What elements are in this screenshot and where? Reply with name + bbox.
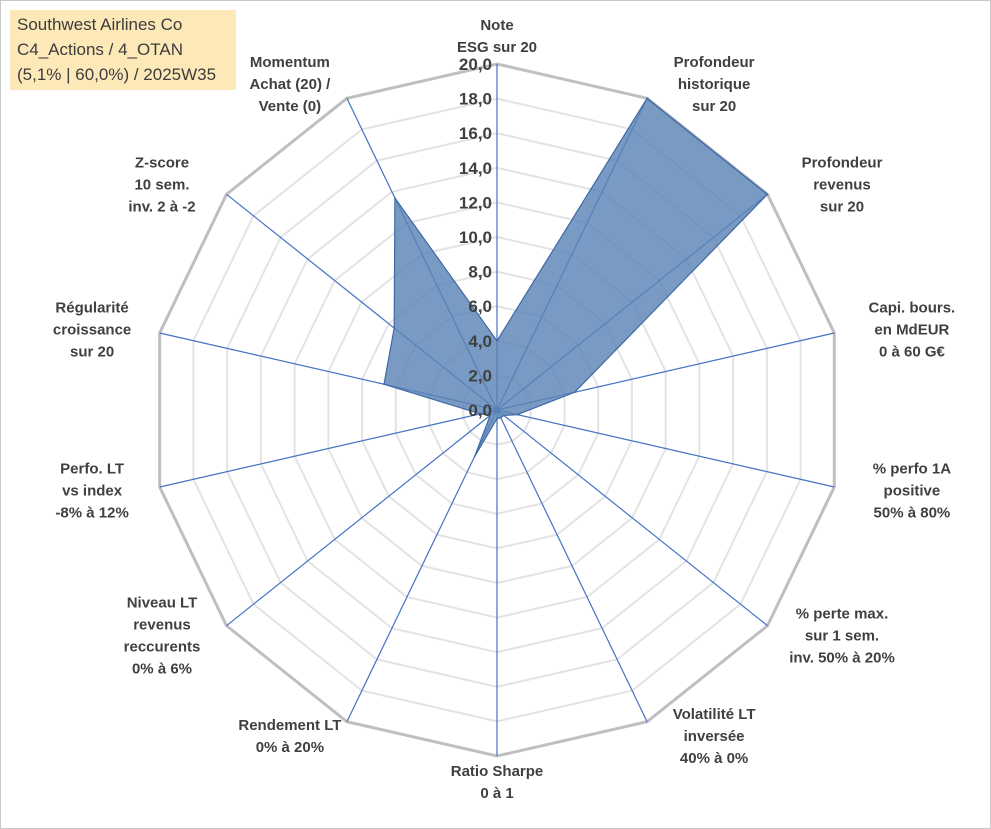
data-point — [473, 456, 476, 458]
axis-label: % perfo 1A positive 50% à 80% — [873, 461, 952, 522]
series-layer — [383, 97, 769, 458]
axis-label-line: Perfo. LT — [60, 461, 124, 478]
axis-label: Note ESG sur 20 — [457, 17, 537, 56]
tick-label: 18,0 — [459, 90, 492, 109]
axis-label-line: inversée — [684, 728, 745, 745]
axis-spoke — [346, 409, 498, 722]
axis-label-line: ESG sur 20 — [457, 39, 537, 56]
axis-label: Capi. bours. en MdEUR 0 à 60 G€ — [869, 299, 956, 360]
axis-label: Z-score 10 sem. inv. 2 à -2 — [128, 154, 195, 215]
data-point — [489, 414, 492, 417]
tick-label: 14,0 — [459, 159, 492, 178]
axis-label: Ratio Sharpe 0 à 1 — [451, 763, 544, 802]
axis-label-line: 40% à 0% — [680, 750, 748, 767]
axis-label-line: sur 20 — [820, 198, 864, 215]
axis-label: Rendement LT 0% à 20% — [238, 717, 341, 756]
axis-spoke — [226, 409, 498, 627]
data-point — [500, 417, 502, 419]
axis-label-line: sur 20 — [70, 343, 114, 360]
axis-label: Perfo. LT vs index -8% à 12% — [55, 461, 128, 522]
category-line: C4_Actions / 4_OTAN — [17, 40, 183, 59]
tick-layer: 0,0 2,0 4,0 6,0 8,0 10,0 12,0 14,0 16,0 18,0 20,0 — [459, 55, 492, 420]
tick-label: 12,0 — [459, 193, 492, 212]
axis-label-line: Capi. bours. — [869, 299, 956, 316]
axis-spoke — [159, 409, 498, 488]
axis-label-line: % perte max. — [796, 606, 889, 623]
axis-label-line: 0% à 20% — [256, 739, 324, 756]
tick-label: 16,0 — [459, 124, 492, 143]
axis-label-line: Régularité — [55, 299, 128, 316]
axis-label-line: sur 1 sem. — [805, 628, 879, 645]
axis-label: % perte max. sur 1 sem. inv. 50% à 20% — [789, 606, 895, 667]
axis-label-line: Ratio Sharpe — [451, 763, 544, 780]
axis-label-line: 0 à 60 G€ — [879, 343, 946, 360]
data-point — [393, 327, 396, 329]
label-layer: Note ESG sur 20 Profondeur historique sur 20… — [53, 17, 955, 802]
data-point — [496, 417, 498, 420]
axis-label-line: reccurents — [124, 639, 201, 656]
data-point — [394, 197, 396, 199]
data-point — [503, 414, 505, 417]
axis-label-line: en MdEUR — [874, 321, 949, 338]
data-point — [573, 391, 576, 394]
axis-label-line: Rendement LT — [238, 717, 341, 734]
axis-label-line: 50% à 80% — [874, 505, 951, 522]
data-point — [496, 340, 498, 342]
data-point — [766, 193, 769, 196]
axis-label-line: 10 sem. — [134, 176, 189, 193]
axis-label-line: inv. 50% à 20% — [789, 650, 895, 667]
stats-line: (5,1% | 60,0%) / 2025W35 — [17, 65, 217, 84]
axis-label-line: sur 20 — [692, 98, 736, 115]
axis-label-line: positive — [884, 483, 941, 500]
axis-label: Régularité croissance sur 20 — [53, 299, 131, 360]
tick-label: 10,0 — [459, 228, 492, 247]
axis-label-line: 0 à 1 — [480, 785, 513, 802]
axis-spoke — [496, 409, 835, 488]
axis-label-line: croissance — [53, 321, 131, 338]
axis-label-line: Volatilité LT — [673, 706, 756, 723]
axis-label-line: 0% à 6% — [132, 661, 192, 678]
company-name: Southwest Airlines Co — [17, 15, 183, 34]
axis-label: Niveau LT revenus reccurents 0% à 6% — [124, 595, 201, 678]
axis-spoke — [496, 409, 768, 627]
tick-label: 2,0 — [468, 366, 492, 385]
axis-label-line: revenus — [813, 176, 871, 193]
data-point — [646, 97, 648, 100]
tick-label: 6,0 — [468, 297, 492, 316]
data-point — [383, 383, 385, 386]
axis-label-line: revenus — [133, 617, 191, 634]
axis-label-line: Achat (20) / — [249, 76, 331, 93]
axis-label: Momentum Achat (20) / Vente (0) — [249, 54, 331, 115]
axis-label-line: inv. 2 à -2 — [128, 198, 195, 215]
axis-label: Profondeur revenus sur 20 — [802, 154, 883, 215]
axis-label: Profondeur historique sur 20 — [674, 54, 755, 115]
axis-label-line: Vente (0) — [259, 98, 322, 115]
tick-label: 4,0 — [468, 332, 492, 351]
axis-label-line: Niveau LT — [127, 595, 198, 612]
tick-label: 20,0 — [459, 55, 492, 74]
data-point — [516, 413, 518, 416]
info-box: Southwest Airlines Co C4_Actions / 4_OTA… — [10, 10, 236, 90]
axis-label-line: % perfo 1A — [873, 461, 952, 478]
axis-label-line: Note — [480, 17, 513, 34]
axis-label-line: Profondeur — [674, 54, 755, 71]
axis-label-line: -8% à 12% — [55, 505, 128, 522]
tick-label: 0,0 — [468, 401, 492, 420]
axis-label-line: Z-score — [135, 154, 189, 171]
axis-spoke — [496, 409, 648, 722]
axis-label: Volatilité LT inversée 40% à 0% — [673, 706, 756, 767]
axis-label-line: vs index — [62, 483, 123, 500]
axis-label-line: Momentum — [250, 54, 330, 71]
axis-label-line: Profondeur — [802, 154, 883, 171]
tick-label: 8,0 — [468, 263, 492, 282]
axis-label-line: historique — [678, 76, 751, 93]
data-point — [479, 413, 481, 415]
